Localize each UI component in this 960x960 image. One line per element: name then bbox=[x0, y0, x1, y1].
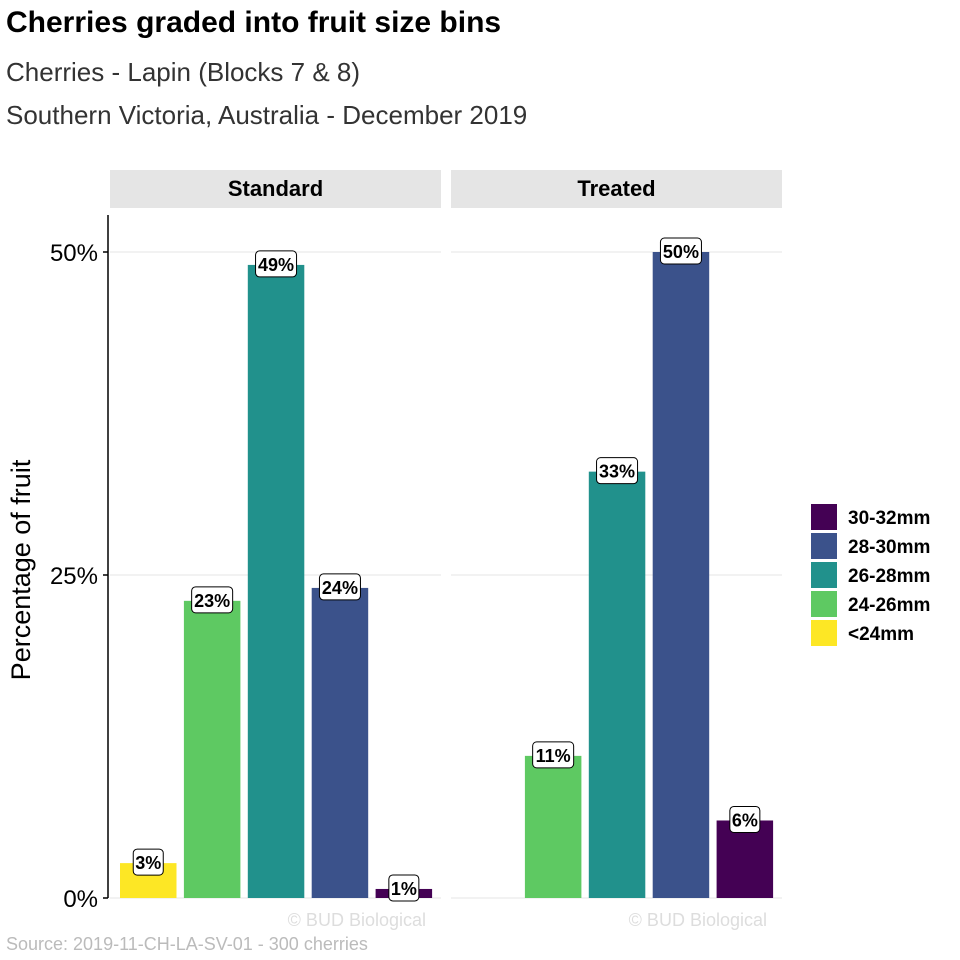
data-label-box bbox=[532, 741, 575, 769]
facet-strip bbox=[451, 170, 782, 208]
data-label-box bbox=[191, 586, 234, 614]
caption: Source: 2019-11-CH-LA-SV-01 - 300 cherri… bbox=[6, 934, 368, 954]
legend-label: 26-28mm bbox=[848, 566, 930, 587]
bar-standard-28-30mm bbox=[311, 587, 369, 898]
chart-title: Cherries graded into fruit size bins bbox=[6, 6, 501, 39]
legend-swatch bbox=[811, 533, 837, 559]
legend-label: <24mm bbox=[848, 624, 914, 645]
data-label-box bbox=[659, 237, 702, 265]
y-axis-label: Percentage of fruit bbox=[6, 459, 36, 680]
data-label: 6% bbox=[732, 810, 758, 830]
bar-standard-26-28mm bbox=[247, 264, 305, 898]
y-tick-label: 50% bbox=[50, 240, 98, 267]
facet-strip bbox=[110, 170, 441, 208]
bar-treated-26-28mm bbox=[588, 471, 646, 898]
data-label: 33% bbox=[599, 462, 635, 482]
data-label-box bbox=[318, 573, 361, 601]
facet-label: Standard bbox=[228, 176, 323, 201]
bar-treated-24-26mm bbox=[524, 755, 582, 898]
data-label-box bbox=[596, 457, 639, 485]
y-tick-label: 0% bbox=[63, 886, 98, 913]
legend-label: 24-26mm bbox=[848, 595, 930, 616]
chart-subtitle-1: Cherries - Lapin (Blocks 7 & 8) bbox=[6, 57, 360, 87]
data-label: 49% bbox=[258, 255, 294, 275]
bar-standard-24-26mm bbox=[183, 600, 241, 898]
bar-treated-30-32mm bbox=[716, 820, 774, 898]
data-label: 23% bbox=[194, 591, 230, 611]
data-label: 1% bbox=[391, 879, 417, 899]
bar-treated-28-30mm bbox=[652, 252, 710, 898]
legend-swatch bbox=[811, 562, 837, 588]
legend-swatch bbox=[811, 591, 837, 617]
data-label-box bbox=[388, 874, 420, 902]
data-label-box bbox=[255, 250, 298, 278]
y-tick-label: 25% bbox=[50, 563, 98, 590]
watermark: © BUD Biological bbox=[288, 910, 426, 930]
data-label: 11% bbox=[536, 746, 571, 766]
legend-label: 28-30mm bbox=[848, 537, 930, 558]
facet-label: Treated bbox=[577, 176, 655, 201]
data-label-box bbox=[729, 805, 761, 833]
legend-swatch bbox=[811, 620, 837, 646]
data-label: 50% bbox=[663, 242, 699, 262]
legend-label: 30-32mm bbox=[848, 508, 930, 529]
data-label: 3% bbox=[135, 853, 161, 873]
legend-swatch bbox=[811, 504, 837, 530]
watermark: © BUD Biological bbox=[629, 910, 767, 930]
data-label: 24% bbox=[322, 578, 358, 598]
data-label-box bbox=[132, 848, 164, 876]
chart-subtitle-2: Southern Victoria, Australia - December … bbox=[6, 100, 527, 130]
